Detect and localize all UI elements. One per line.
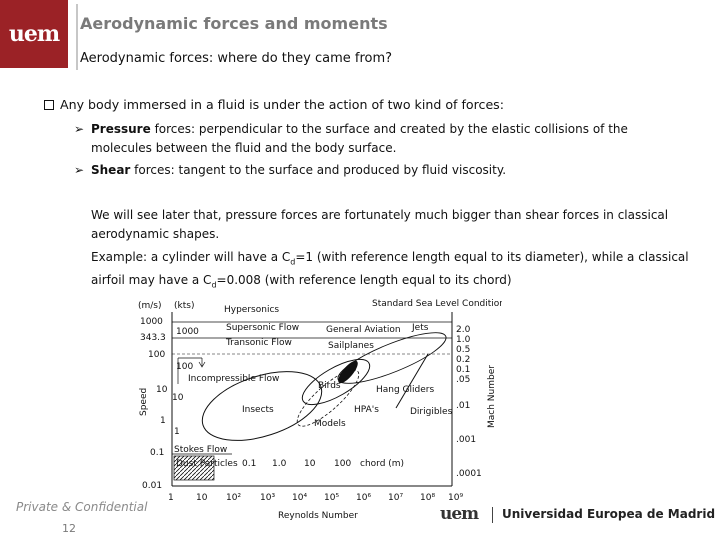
x-tick: 10² — [226, 493, 241, 503]
hpa-region — [338, 360, 358, 384]
y-tick-ms: 1000 — [140, 317, 163, 327]
mach-axis-label: Mach Number — [487, 365, 497, 428]
y-tick-ms: 10 — [156, 385, 168, 395]
chord-tick: 10 — [304, 459, 316, 469]
region-transonic: Transonic Flow — [225, 338, 292, 348]
university-name: Universidad Europea de Madrid — [502, 507, 716, 521]
region-supersonic: Supersonic Flow — [226, 323, 299, 333]
chart-title: Standard Sea Level Conditions — [372, 299, 502, 309]
region-general-aviation: General Aviation — [326, 325, 401, 335]
slide-title: Aerodynamic forces and moments — [80, 14, 388, 33]
footer-logo-mark: uem — [440, 504, 479, 524]
mach-tick: .0001 — [456, 469, 482, 479]
y-tick-kts: 1 — [174, 427, 180, 437]
example-part2: =1 (with reference length equal to its d… — [91, 250, 689, 288]
region-insects: Insects — [242, 405, 274, 415]
x-axis-label: Reynolds Number — [278, 511, 358, 521]
y-tick-kts: 10 — [172, 393, 184, 403]
region-hypersonics: Hypersonics — [224, 305, 279, 315]
aviation-region — [337, 332, 447, 384]
region-birds: Birds — [318, 381, 341, 391]
example-sub1: d — [290, 257, 296, 267]
footer-logo-divider — [492, 507, 493, 523]
dust-particles-box — [173, 455, 215, 481]
chart-svg: (m/s) (kts) Standard Sea Level Condition… — [138, 299, 510, 521]
region-stokes: Stokes Flow — [174, 445, 227, 455]
y-axis-label: Speed — [139, 388, 149, 416]
logo-text: uem — [8, 21, 60, 47]
models-region — [296, 369, 360, 427]
birds-region — [301, 358, 371, 406]
mach-tick: .05 — [456, 375, 470, 385]
mach-tick: .01 — [456, 401, 470, 411]
chord-tick: 100 — [334, 459, 351, 469]
x-tick: 10⁵ — [324, 493, 339, 503]
region-jets: Jets — [411, 323, 429, 333]
mach-tick: 0.2 — [456, 355, 470, 365]
dirigibles-line — [395, 353, 429, 409]
y-tick-ms: 343.3 — [140, 333, 166, 343]
drag-example: Example: a cylinder will have a Cd=1 (wi… — [91, 248, 691, 295]
y-tick-ms: 0.01 — [142, 481, 162, 491]
region-hpa: HPA's — [354, 405, 379, 415]
unit-kts: (kts) — [174, 301, 194, 311]
title-divider — [76, 4, 78, 70]
example-part3: =0.008 (with reference length equal to i… — [216, 273, 512, 288]
region-sailplanes: Sailplanes — [328, 341, 374, 351]
checkbox-bullet-icon — [44, 100, 54, 110]
chord-tick: 1.0 — [272, 459, 287, 469]
arrow-bullet-icon: ➢ — [74, 163, 85, 177]
mach-tick: 2.0 — [456, 325, 471, 335]
y-tick-ms: 100 — [148, 350, 165, 360]
region-dirigibles: Dirigibles — [410, 407, 453, 417]
pressure-term: Pressure — [91, 122, 151, 136]
mach-tick: .001 — [456, 435, 476, 445]
x-tick: 10⁶ — [356, 493, 371, 503]
pressure-note: We will see later that, pressure forces … — [91, 208, 669, 241]
y-tick-kts: 1000 — [176, 327, 199, 337]
mach-tick: 0.1 — [456, 365, 470, 375]
shear-bullet: ➢ Shear forces: tangent to the surface a… — [74, 161, 674, 181]
example-part1: Example: a cylinder will have a C — [91, 250, 291, 264]
region-dust: Dust Particles — [176, 459, 238, 469]
slide-subtitle: Aerodynamic forces: where do they came f… — [80, 51, 393, 66]
x-tick: 10³ — [260, 493, 275, 503]
x-tick: 10⁸ — [420, 493, 435, 503]
mach-tick: 1.0 — [456, 335, 471, 345]
arrow-bullet-icon: ➢ — [74, 122, 85, 136]
uem-logo: uem — [0, 0, 68, 68]
reynolds-speed-chart: (m/s) (kts) Standard Sea Level Condition… — [132, 296, 510, 524]
example-sub2: d — [211, 280, 217, 290]
main-bullet: Any body immersed in a fluid is under th… — [44, 95, 694, 114]
region-models: Models — [314, 419, 346, 429]
chord-label: chord (m) — [360, 459, 404, 469]
y-tick-ms: 0.1 — [150, 448, 164, 458]
pressure-text: Pressure forces: perpendicular to the su… — [91, 120, 674, 158]
main-bullet-text: Any body immersed in a fluid is under th… — [60, 97, 504, 112]
pressure-desc: forces: perpendicular to the surface and… — [91, 122, 628, 155]
region-hang-gliders: Hang Gliders — [376, 385, 434, 395]
chord-tick: 0.1 — [242, 459, 256, 469]
mach-tick: 0.5 — [456, 345, 470, 355]
shear-text: Shear forces: tangent to the surface and… — [91, 161, 674, 180]
university-logo: uem Universidad Europea de Madrid — [440, 504, 715, 526]
confidential-note: Private & Confidential — [16, 500, 148, 514]
x-tick: 10⁷ — [388, 493, 403, 503]
insects-region — [201, 371, 323, 441]
y-tick-kts: 100 — [176, 362, 193, 372]
x-tick: 10⁴ — [292, 493, 307, 503]
shear-desc: forces: tangent to the surface and produ… — [130, 163, 507, 177]
pressure-bullet: ➢ Pressure forces: perpendicular to the … — [74, 120, 674, 160]
shear-term: Shear — [91, 163, 131, 177]
x-tick: 10⁹ — [448, 493, 463, 503]
x-tick: 10 — [196, 493, 208, 503]
region-incompressible: Incompressible Flow — [188, 374, 279, 384]
x-tick: 1 — [168, 493, 174, 503]
y-tick-ms: 1 — [160, 416, 166, 426]
page-number: 12 — [62, 522, 76, 535]
unit-ms: (m/s) — [138, 301, 162, 311]
